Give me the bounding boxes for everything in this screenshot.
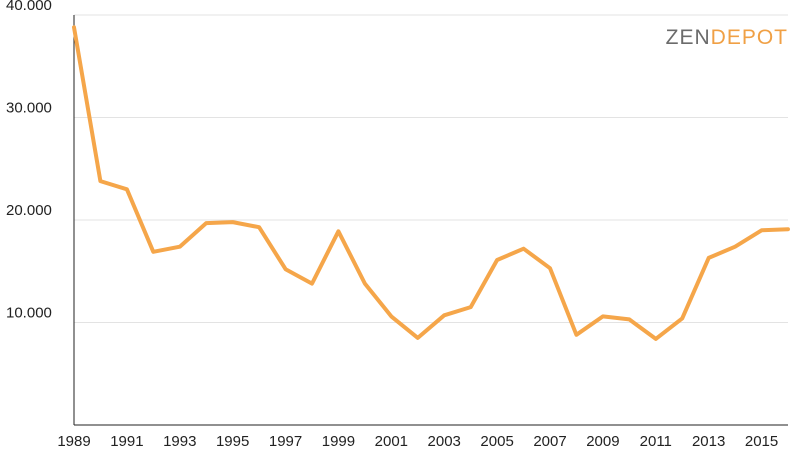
y-axis-labels: 10.000 20.000 30.000 40.000 bbox=[6, 0, 52, 322]
x-tick-label: 1995 bbox=[216, 433, 249, 450]
data-point-2009 bbox=[601, 314, 605, 318]
data-point-2003 bbox=[442, 313, 446, 317]
x-tick-label: 2005 bbox=[480, 433, 513, 450]
data-point-2006 bbox=[522, 247, 526, 251]
x-tick-label: 2007 bbox=[533, 433, 566, 450]
data-point-1993 bbox=[178, 245, 182, 249]
data-point-1990 bbox=[98, 179, 102, 183]
x-tick-label: 1989 bbox=[57, 433, 90, 450]
x-tick-label: 2011 bbox=[640, 433, 672, 450]
data-point-2012 bbox=[680, 316, 684, 320]
data-point-2001 bbox=[389, 314, 393, 318]
data-point-2002 bbox=[416, 336, 420, 340]
x-tick-label: 1993 bbox=[163, 433, 196, 450]
data-point-2016 bbox=[786, 227, 790, 231]
zendepot-logo: ZENDEPOT bbox=[666, 26, 788, 50]
data-point-2004 bbox=[469, 305, 473, 309]
data-point-1995 bbox=[231, 220, 235, 224]
data-point-2015 bbox=[760, 228, 764, 232]
data-point-1997 bbox=[284, 267, 288, 271]
x-tick-label: 1991 bbox=[110, 433, 143, 450]
x-tick-label: 2001 bbox=[375, 433, 408, 450]
data-point-1998 bbox=[310, 282, 314, 286]
data-point-2007 bbox=[548, 266, 552, 270]
data-point-2008 bbox=[574, 333, 578, 337]
series-line bbox=[72, 25, 790, 341]
x-tick-label: 2015 bbox=[745, 433, 778, 450]
y-tick-label: 30.000 bbox=[6, 100, 52, 117]
x-axis-labels: 1989 1991 1993 1995 1997 1999 2001 2003 2005 2007… bbox=[57, 433, 778, 450]
data-point-1989 bbox=[72, 25, 76, 29]
data-point-1992 bbox=[151, 250, 155, 254]
logo-text-zen: ZEN bbox=[665, 26, 711, 49]
x-tick-label: 2003 bbox=[428, 433, 461, 450]
gridlines bbox=[74, 14, 788, 323]
data-point-2000 bbox=[363, 282, 367, 286]
data-point-1996 bbox=[257, 225, 261, 229]
data-point-2010 bbox=[627, 317, 631, 321]
y-tick-label: 40.000 bbox=[6, 0, 52, 14]
data-point-1994 bbox=[204, 221, 208, 225]
y-tick-label: 20.000 bbox=[6, 202, 52, 219]
x-tick-label: 1997 bbox=[269, 433, 302, 450]
x-tick-label: 2013 bbox=[692, 433, 725, 450]
x-axis bbox=[73, 15, 788, 426]
data-point-2005 bbox=[495, 258, 499, 262]
data-point-2014 bbox=[733, 245, 737, 249]
data-point-2011 bbox=[654, 337, 658, 341]
data-point-1999 bbox=[336, 229, 340, 233]
series bbox=[72, 25, 790, 341]
x-tick-label: 2009 bbox=[586, 433, 619, 450]
data-point-1991 bbox=[125, 187, 129, 191]
logo-text-depot: DEPOT bbox=[710, 26, 788, 49]
y-tick-label: 10.000 bbox=[6, 305, 52, 322]
x-tick-label: 1999 bbox=[322, 433, 355, 450]
data-point-2013 bbox=[707, 256, 711, 260]
